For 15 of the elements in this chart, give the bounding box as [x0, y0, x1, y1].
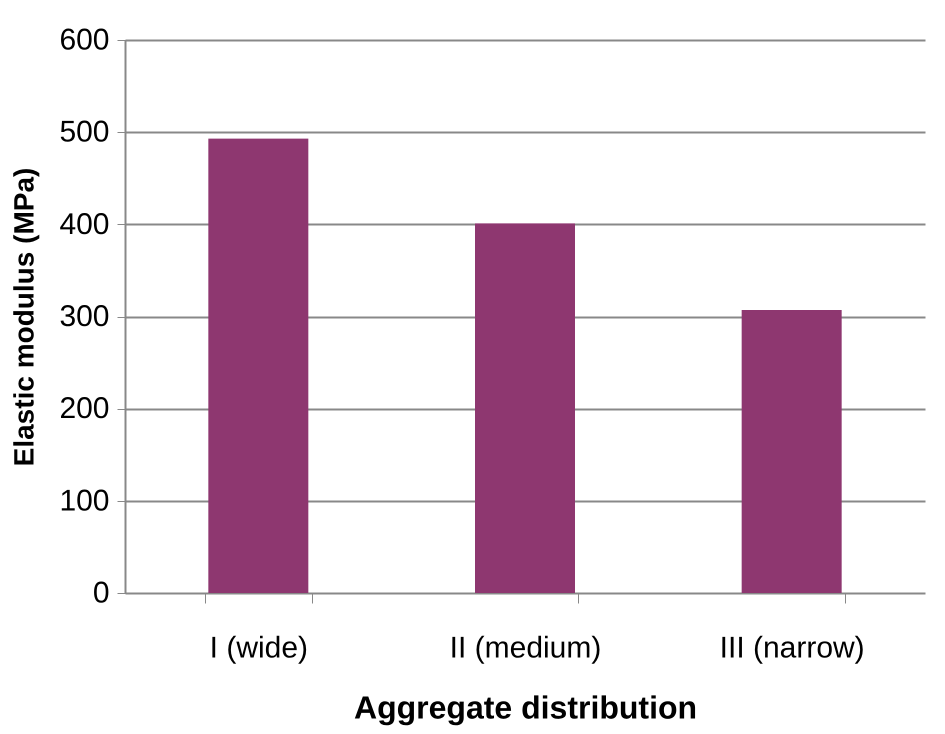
x-tick-label: I (wide): [210, 632, 308, 664]
y-tick-label: 100: [59, 484, 110, 518]
bar: [208, 138, 308, 593]
y-tick-label: 300: [59, 300, 110, 333]
x-tick-label: II (medium): [450, 632, 602, 664]
x-axis-title: Aggregate distribution: [354, 690, 698, 726]
y-axis-title: Elastic modulus (MPa): [8, 168, 40, 466]
y-tick-label: 400: [59, 208, 110, 241]
bar: [742, 310, 842, 593]
bar: [475, 223, 575, 593]
y-tick-label: 500: [59, 116, 110, 149]
y-tick-label: 600: [59, 24, 110, 56]
y-tick-label: 0: [92, 576, 110, 610]
x-tick-label: III (narrow): [720, 632, 865, 664]
y-tick-label: 200: [59, 392, 110, 426]
